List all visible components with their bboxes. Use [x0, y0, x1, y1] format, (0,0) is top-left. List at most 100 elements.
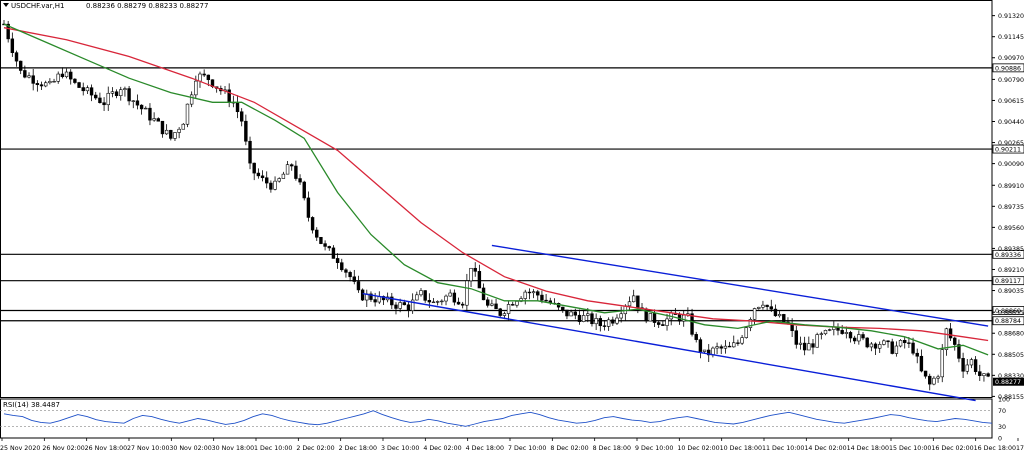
candle-bear-body — [840, 330, 844, 334]
candle — [523, 289, 527, 305]
candle — [936, 374, 940, 383]
candle — [836, 323, 840, 336]
candle-bear-body — [390, 296, 394, 306]
candle — [173, 131, 177, 141]
rsi-tick-label: 70 — [998, 408, 1006, 415]
candle-bull-body — [898, 340, 903, 347]
candle-bear-body — [536, 291, 540, 296]
candle-bull-body — [177, 128, 181, 133]
collapse-triangle-icon[interactable] — [3, 3, 9, 7]
candle — [189, 91, 194, 108]
candle — [281, 171, 286, 179]
candle-bull-body — [819, 333, 824, 335]
candle-bear-body — [698, 339, 703, 352]
candle — [127, 85, 131, 106]
candle-bear-body — [260, 175, 265, 179]
candle — [761, 300, 765, 310]
candle — [48, 78, 52, 85]
price-tick-label: 0.89210 — [998, 267, 1024, 274]
candle — [6, 20, 10, 43]
candle-bear-body — [544, 299, 548, 302]
candle-bull-body — [877, 344, 882, 349]
candle-bull-body — [435, 301, 440, 303]
ma-fast-line — [3, 23, 989, 356]
candle — [536, 289, 540, 301]
candle-bear-body — [477, 271, 482, 289]
candle-bear-body — [423, 290, 427, 301]
candle-bear-body — [915, 352, 919, 357]
candle — [331, 245, 336, 259]
level-tag — [992, 276, 1024, 286]
time-tick-label: 15 Dec 10:00 — [889, 445, 931, 452]
level-tag-label: 0.88869 — [995, 308, 1021, 315]
candle — [631, 289, 636, 303]
candle — [131, 100, 135, 109]
candle-bull-body — [123, 88, 127, 91]
candle-bear-body — [911, 342, 915, 354]
candle — [940, 344, 944, 383]
candle — [490, 299, 494, 307]
candle — [915, 348, 919, 364]
candle — [348, 270, 352, 282]
candle-bull-body — [281, 173, 286, 179]
candle — [748, 317, 753, 332]
candle — [227, 83, 231, 108]
candle — [265, 171, 269, 189]
candle — [252, 162, 256, 181]
candle-bear-body — [335, 258, 340, 263]
candle-bear-body — [527, 291, 532, 294]
candle — [110, 87, 115, 98]
candle-bull-body — [740, 337, 744, 344]
candle — [365, 289, 369, 307]
candle-bull-body — [940, 349, 944, 378]
candle-bull-body — [181, 123, 186, 130]
candle-bull-body — [398, 302, 402, 309]
candle-bull-body — [594, 318, 598, 325]
candle-bear-body — [135, 100, 140, 106]
candle-bull-body — [744, 327, 748, 338]
candle-bear-body — [923, 370, 928, 377]
candle-bear-body — [873, 343, 878, 349]
candle-bear-body — [402, 302, 407, 306]
time-tick-label: 16 Dec 18:00 — [974, 445, 1016, 452]
candle-bear-body — [978, 371, 982, 376]
candle — [965, 359, 969, 375]
candle — [440, 299, 444, 306]
candle-bear-body — [394, 304, 398, 309]
time-tick-label: 27 Nov 10:00 — [127, 445, 169, 452]
candle-bear-body — [348, 272, 352, 278]
candle — [285, 160, 290, 175]
candle-bull-body — [627, 301, 632, 307]
candle — [356, 275, 361, 293]
candle-bull-body — [131, 100, 135, 102]
candle-bear-body — [18, 60, 23, 71]
candle — [953, 336, 957, 351]
candle-bear-body — [340, 262, 344, 271]
candle — [715, 342, 719, 354]
candle — [406, 302, 411, 318]
candle-bear-body — [235, 101, 240, 113]
candle — [169, 129, 173, 141]
candle — [494, 298, 498, 310]
candle — [335, 253, 340, 269]
candle-bear-body — [302, 181, 306, 199]
candle — [14, 50, 19, 67]
candle-bear-body — [244, 120, 248, 142]
price-tick-label: 0.91320 — [998, 13, 1024, 20]
candle-bull-body — [982, 373, 986, 376]
candle-bull-body — [43, 82, 48, 87]
candle — [114, 89, 119, 99]
candle — [98, 92, 102, 104]
candle — [27, 72, 31, 79]
candle — [198, 71, 202, 88]
candle — [873, 342, 878, 356]
candle — [861, 331, 865, 341]
candle — [435, 300, 440, 306]
price-tick-label: 0.90790 — [998, 77, 1024, 84]
candle-bull-body — [936, 376, 940, 379]
candle — [898, 339, 903, 348]
rsi-tick-label: 100 — [998, 397, 1010, 404]
candle-bear-body — [861, 334, 865, 339]
candle-bear-body — [903, 340, 907, 344]
candle — [323, 240, 327, 251]
